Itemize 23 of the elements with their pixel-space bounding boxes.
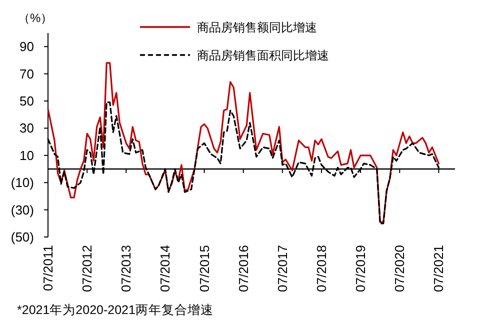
y-tick-label: (10): [10, 175, 34, 190]
y-tick-label: 70: [20, 66, 34, 82]
y-tick-label: 10: [20, 148, 34, 163]
x-tick-label: 07/2012: [80, 245, 95, 292]
x-tick-label: 07/2015: [196, 245, 212, 292]
x-tick-label: 07/2021: [431, 245, 446, 292]
y-tick-label: (50): [10, 230, 34, 244]
x-tick-label: 07/2011: [40, 245, 56, 292]
y-axis-title: （%）: [18, 11, 53, 25]
x-tick-label: 07/2020: [392, 245, 408, 292]
x-tick-label: 07/2013: [118, 245, 134, 292]
legend-label: 商品房销售面积同比增速: [197, 48, 329, 62]
x-tick-label: 07/2017: [274, 245, 290, 292]
y-tick-label: (30): [10, 202, 34, 218]
x-tick-label: 07/2014: [158, 245, 173, 292]
x-tick-label: 07/2018: [314, 245, 330, 292]
y-tick-label: 50: [20, 94, 34, 108]
text: *2021年为2020-2021两年复合增速: [17, 303, 214, 317]
x-tick-label: 07/2016: [236, 245, 251, 292]
y-tick-label: 90: [20, 39, 34, 54]
y-tick-label: 30: [20, 120, 34, 136]
x-tick-label: 07/2019: [353, 245, 368, 292]
legend-label: 商品房销售额同比增速: [197, 20, 317, 34]
